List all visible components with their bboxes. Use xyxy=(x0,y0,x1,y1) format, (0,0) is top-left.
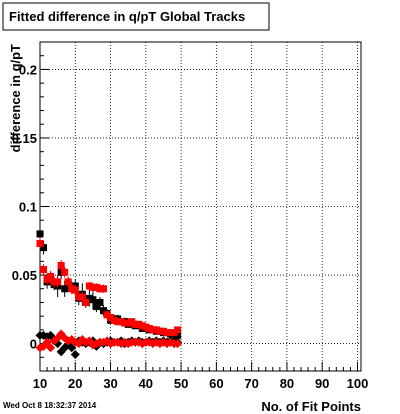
data-point xyxy=(47,272,55,280)
data-point xyxy=(75,293,83,301)
series-1 xyxy=(36,238,182,337)
data-point xyxy=(128,318,136,326)
data-point xyxy=(96,298,104,306)
data-point xyxy=(159,327,167,335)
data-point xyxy=(174,326,182,334)
data-point xyxy=(173,339,183,349)
grid xyxy=(40,42,361,371)
series-3 xyxy=(35,329,183,353)
data-point xyxy=(145,325,153,333)
data-point xyxy=(71,286,79,294)
data-point xyxy=(50,278,58,286)
timestamp: Wed Oct 8 18:32:37 2014 xyxy=(3,401,97,410)
data-point xyxy=(152,326,160,334)
data-point xyxy=(174,331,182,339)
data-point xyxy=(117,318,125,326)
data-point xyxy=(40,266,48,274)
data-layer xyxy=(35,227,183,360)
data-point xyxy=(57,261,65,269)
x-tick-label: 20 xyxy=(68,376,82,391)
data-point xyxy=(107,314,115,322)
chart-title: Fitted difference in q/pT Global Tracks xyxy=(9,9,245,24)
x-tick-label: 60 xyxy=(209,376,223,391)
data-point xyxy=(42,337,52,347)
data-point xyxy=(92,303,100,311)
data-point xyxy=(170,329,178,337)
data-point xyxy=(120,337,130,347)
data-point xyxy=(131,320,139,328)
data-point xyxy=(85,282,93,290)
title-box xyxy=(2,2,270,31)
data-point xyxy=(114,318,122,326)
data-point xyxy=(124,319,132,327)
x-tick-label: 100 xyxy=(347,376,369,391)
data-point xyxy=(167,329,175,337)
data-point xyxy=(135,320,143,328)
data-point xyxy=(70,350,80,360)
data-point xyxy=(89,296,97,304)
y-axis-label: difference in q/pT xyxy=(8,44,23,152)
data-point xyxy=(163,329,171,337)
data-point xyxy=(46,343,56,353)
data-point xyxy=(89,283,97,291)
y-tick-label: 0.1 xyxy=(19,200,37,215)
data-point xyxy=(99,307,107,315)
data-point xyxy=(43,275,51,283)
x-tick-label: 70 xyxy=(244,376,258,391)
x-tick-label: 40 xyxy=(139,376,153,391)
data-point xyxy=(92,283,100,291)
y-tick-label: 0.2 xyxy=(19,62,37,77)
y-tick-label: 0.15 xyxy=(12,131,37,146)
data-point xyxy=(99,285,107,293)
data-point xyxy=(54,278,62,286)
data-point xyxy=(110,316,118,324)
tick-labels: 10 20 30 40 50 60 70 80 90 100 0 0.05 0.1 0.15 0.2 xyxy=(12,62,369,391)
plot-frame xyxy=(39,41,362,372)
data-point xyxy=(40,244,48,252)
data-point xyxy=(68,285,76,293)
data-point xyxy=(85,294,93,302)
data-point xyxy=(61,285,69,293)
data-point xyxy=(142,323,150,331)
x-tick-label: 10 xyxy=(33,376,47,391)
x-tick-label: 80 xyxy=(280,376,294,391)
data-point xyxy=(36,230,44,238)
data-point xyxy=(67,343,77,353)
data-point xyxy=(121,319,129,327)
axis-ticks xyxy=(39,41,358,372)
data-point xyxy=(82,298,90,306)
x-axis-label: No. of Fit Points xyxy=(261,399,361,414)
data-point xyxy=(149,326,157,334)
y-tick-label: 0 xyxy=(30,337,37,352)
x-tick-label: 50 xyxy=(174,376,188,391)
x-tick-label: 30 xyxy=(103,376,117,391)
data-point xyxy=(64,278,72,286)
data-point xyxy=(61,268,69,276)
data-point xyxy=(103,311,111,319)
data-point xyxy=(57,268,65,276)
data-point xyxy=(138,322,146,330)
data-point xyxy=(156,327,164,335)
data-point xyxy=(78,293,86,301)
y-tick-label: 0.05 xyxy=(12,268,37,283)
x-tick-label: 90 xyxy=(315,376,329,391)
data-point xyxy=(96,285,104,293)
data-point xyxy=(36,240,44,248)
